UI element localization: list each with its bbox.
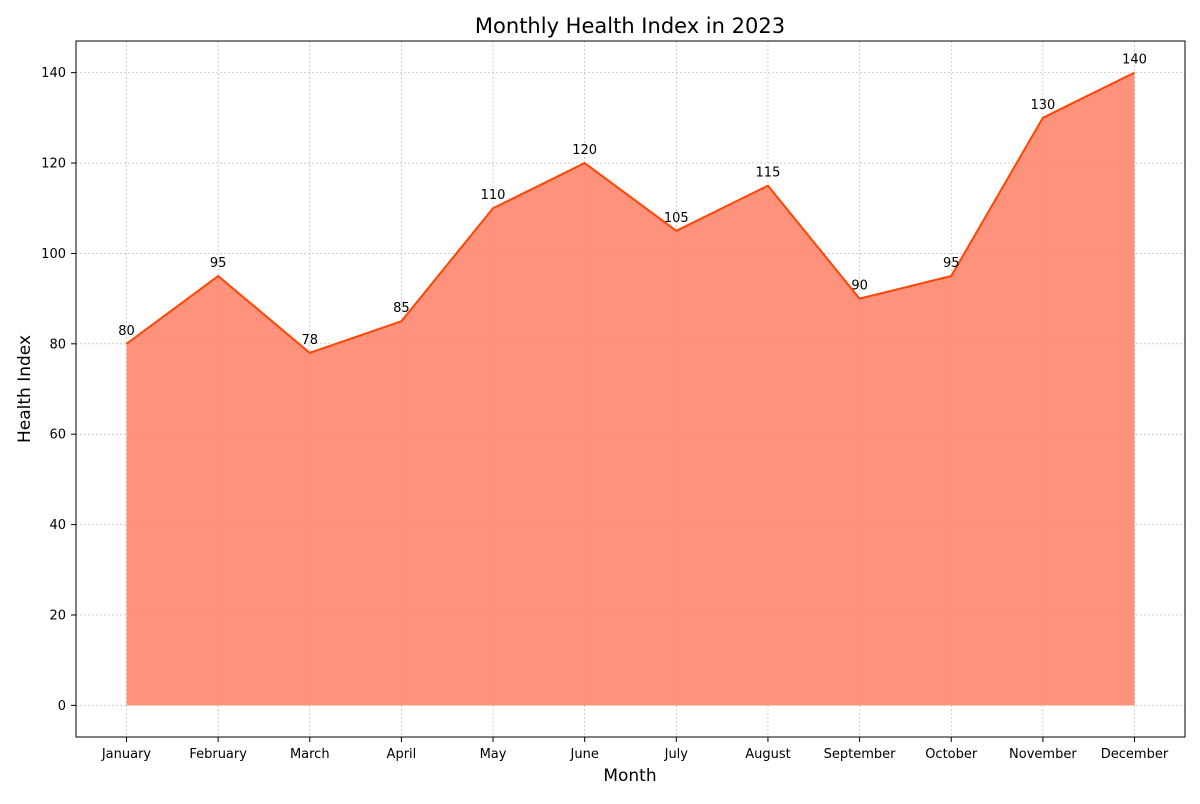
data-label: 105 xyxy=(664,211,689,226)
x-tick-label: February xyxy=(189,747,247,762)
y-tick-label: 120 xyxy=(41,157,66,172)
x-tick-label: May xyxy=(480,747,507,762)
data-label: 110 xyxy=(481,188,506,203)
y-tick-label: 0 xyxy=(58,699,66,714)
x-tick-label: September xyxy=(824,747,897,762)
series-line xyxy=(125,71,1135,354)
x-tick-label: January xyxy=(101,747,152,762)
x-tick-label: October xyxy=(925,747,978,762)
y-axis-label: Health Index xyxy=(15,335,35,443)
chart-title: Monthly Health Index in 2023 xyxy=(475,14,785,38)
area-series xyxy=(125,71,1135,706)
x-tick-label: November xyxy=(1009,747,1077,762)
data-label: 115 xyxy=(756,166,781,181)
axis-ticks: January February March April May June July Augu… xyxy=(41,66,1169,762)
y-tick-label: 80 xyxy=(49,337,66,352)
data-labels: 80 95 78 85 110 120 105 115 90 95 130 140 xyxy=(118,53,1147,348)
data-label: 130 xyxy=(1030,98,1055,113)
data-label: 90 xyxy=(851,279,868,294)
data-label: 85 xyxy=(393,301,410,316)
data-label: 95 xyxy=(210,256,227,271)
x-tick-label: March xyxy=(290,747,330,762)
data-label: 120 xyxy=(572,143,597,158)
x-tick-label: April xyxy=(387,747,417,762)
y-tick-label: 60 xyxy=(49,428,66,443)
y-tick-label: 100 xyxy=(41,247,66,262)
x-axis-label: Month xyxy=(603,766,656,786)
data-label: 80 xyxy=(118,324,135,339)
x-tick-label: July xyxy=(664,747,689,762)
data-label: 140 xyxy=(1122,53,1147,68)
y-tick-label: 140 xyxy=(41,66,66,81)
x-tick-label: June xyxy=(570,747,599,762)
plot-frame xyxy=(75,40,1186,738)
y-tick-label: 20 xyxy=(49,608,66,623)
x-tick-label: December xyxy=(1101,747,1169,762)
data-label: 95 xyxy=(943,256,960,271)
area-fill xyxy=(126,72,1135,706)
x-tick-label: August xyxy=(745,747,791,762)
data-label: 78 xyxy=(301,333,318,348)
y-tick-label: 40 xyxy=(49,518,66,533)
